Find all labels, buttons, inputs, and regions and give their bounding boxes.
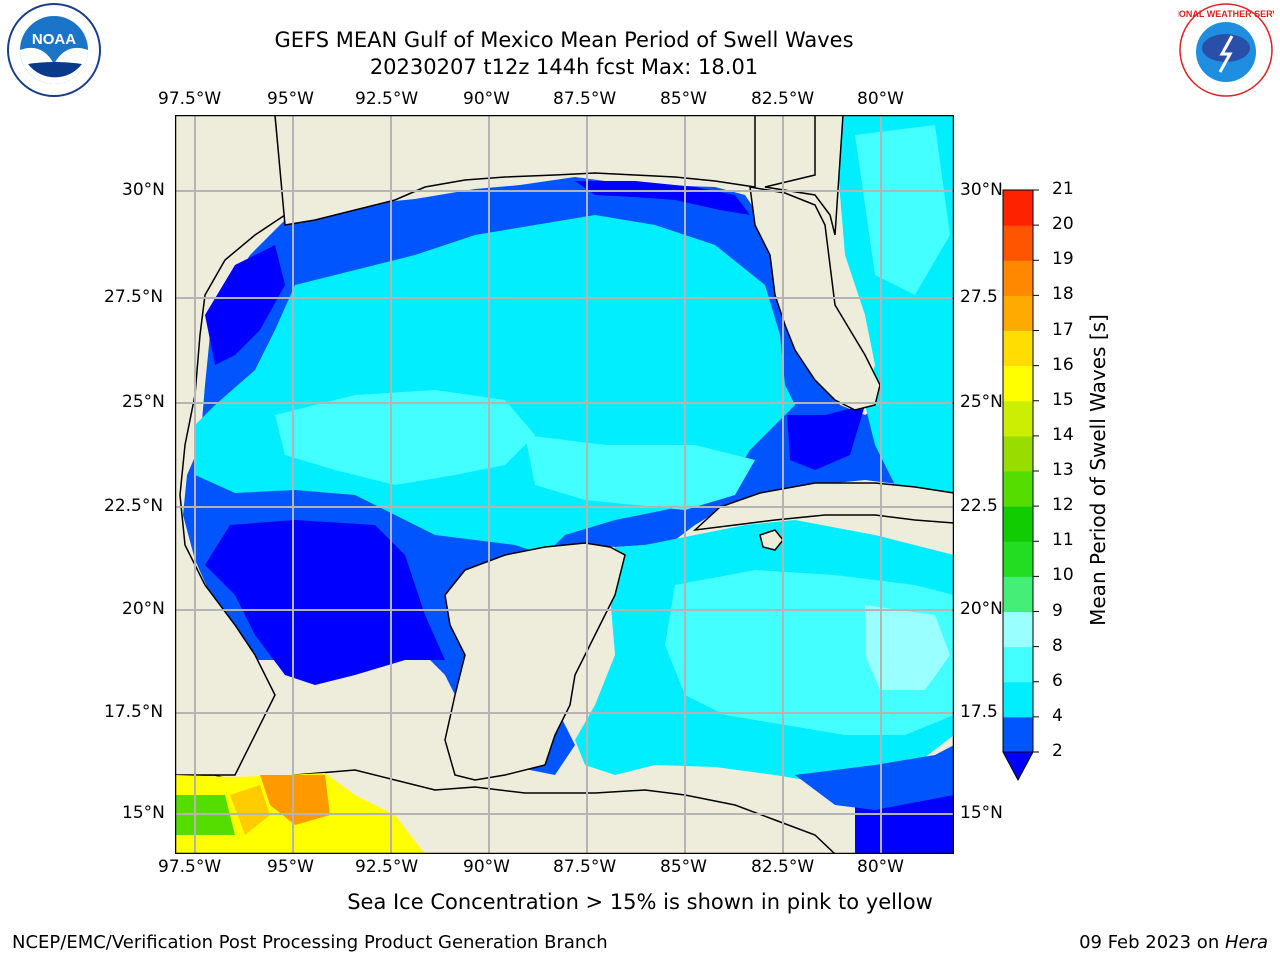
- gulf-map: [175, 115, 954, 854]
- nws-logo-text: NATIONAL WEATHER SERVICE: [1178, 9, 1274, 19]
- lat-label-left: 27.5°N: [104, 287, 164, 307]
- footer-date: 09 Feb 2023 on Hera: [1079, 932, 1268, 953]
- pacific-gold-region: [230, 785, 270, 835]
- lat-label-right: 22.5: [960, 496, 998, 516]
- colorbar-tick-label: 8: [1052, 635, 1063, 656]
- blue-caribbean-south: [795, 745, 954, 810]
- lon-label-bottom: 90°W: [463, 857, 510, 877]
- sea-ice-caption-text: Sea Ice Concentration > 15% is shown in …: [347, 890, 933, 914]
- deep-blue-fl-straits: [787, 405, 865, 470]
- florida-land: [764, 115, 844, 236]
- deep-blue-ne-shelf: [575, 181, 750, 215]
- map-title: GEFS MEAN Gulf of Mexico Mean Period of …: [274, 28, 854, 52]
- graticule: [175, 115, 954, 854]
- lat-label-left: 17.5°N: [104, 702, 164, 722]
- noaa-logo-text: NOAA: [32, 31, 76, 48]
- colorbar-label: Mean Period of Swell Waves [s]: [1086, 314, 1110, 626]
- deep-blue-nw-shelf: [205, 245, 285, 365]
- lat-label-left: 22.5°N: [104, 496, 164, 516]
- lon-label-bottom: 97.5°W: [158, 857, 222, 877]
- colorbar-segment: [1003, 260, 1033, 296]
- colorbar-tick-label: 18: [1052, 284, 1074, 305]
- very-light-cyan-patch: [865, 605, 950, 690]
- colorbar-segment: [1003, 681, 1033, 718]
- colorbar-segment: [1003, 541, 1033, 577]
- lon-label-top: 85°W: [660, 89, 707, 109]
- footer-date-text: 09 Feb 2023 on: [1079, 932, 1225, 953]
- colorbar-segment: [1003, 435, 1033, 472]
- lon-label-top: 92.5°W: [355, 89, 419, 109]
- deep-blue-bay-campeche: [205, 520, 445, 685]
- footer-branch: NCEP/EMC/Verification Post Processing Pr…: [12, 932, 608, 953]
- lat-label-right: 25°N: [960, 392, 1003, 412]
- lon-label-top: 95°W: [267, 89, 314, 109]
- colorbar-segment: [1003, 190, 1033, 226]
- footer-host: Hera: [1224, 932, 1268, 953]
- atlantic-light-patch: [855, 125, 950, 295]
- colorbar-tick-label: 10: [1052, 565, 1074, 586]
- colorbar-segment: [1003, 506, 1033, 542]
- colorbar-tick-label: 14: [1052, 424, 1074, 445]
- colorbar-tick-label: 15: [1052, 389, 1074, 410]
- lat-label-right: 30°N: [960, 180, 1003, 200]
- lat-label-left: 20°N: [122, 599, 165, 619]
- colorbar-segment: [1003, 611, 1033, 648]
- colorbar-segment: [1003, 471, 1033, 507]
- colorbar-segment: [1003, 330, 1033, 367]
- colorbar-tick-label: 13: [1052, 460, 1074, 480]
- us-gulf-coast-land: [274, 115, 756, 226]
- light-cyan-south: [525, 435, 755, 510]
- map-frame: [175, 115, 954, 854]
- colorbar-tick-label: 20: [1052, 214, 1074, 235]
- pacific-orange-region: [260, 775, 330, 825]
- lon-label-bottom: 85°W: [660, 857, 707, 877]
- lon-label-top: 87.5°W: [553, 89, 617, 109]
- colorbar: [1002, 189, 1039, 782]
- isle-of-youth: [759, 529, 784, 551]
- lon-label-top: 97.5°W: [158, 89, 222, 109]
- nws-logo: NATIONAL WEATHER SERVICE: [1159, 2, 1280, 98]
- lon-label-bottom: 80°W: [857, 857, 904, 877]
- colorbar-tick-label: 11: [1052, 530, 1074, 551]
- colorbar-tick-label: 19: [1052, 249, 1074, 270]
- lat-label-right: 27.5: [960, 287, 998, 307]
- light-cyan-central: [275, 390, 535, 485]
- lon-label-bottom: 87.5°W: [553, 857, 617, 877]
- lon-label-top: 80°W: [857, 89, 904, 109]
- colorbar-tick-label: 21: [1052, 179, 1074, 199]
- noaa-logo: NOAA: [6, 2, 102, 98]
- lat-label-right: 20°N: [960, 599, 1003, 619]
- lon-label-bottom: 95°W: [267, 857, 314, 877]
- colorbar-segment: [1003, 295, 1033, 331]
- colorbar-segment: [1003, 365, 1033, 402]
- colorbar-tick-label: 12: [1052, 495, 1074, 516]
- lon-label-top: 90°W: [463, 89, 510, 109]
- lat-label-left: 30°N: [122, 180, 165, 200]
- lat-label-left: 25°N: [122, 392, 165, 412]
- colorbar-tick-label: 16: [1052, 354, 1074, 375]
- colorbar-under-triangle: [1002, 751, 1034, 782]
- colorbar-segment: [1003, 646, 1033, 683]
- colorbar-segment: [1003, 400, 1033, 437]
- lat-label-right: 17.5: [960, 702, 998, 722]
- lon-label-bottom: 82.5°W: [751, 857, 815, 877]
- colorbar-segment: [1003, 576, 1033, 612]
- colorbar-segment: [1003, 225, 1033, 261]
- lat-label-right: 15°N: [960, 803, 1003, 823]
- colorbar-tick-label: 17: [1052, 319, 1074, 340]
- colorbar-tick-label: 2: [1052, 741, 1063, 761]
- colorbar-tick-label: 9: [1052, 600, 1063, 621]
- lat-label-left: 15°N: [122, 803, 165, 823]
- map-subtitle: 20230207 t12z 144h fcst Max: 18.01: [369, 55, 759, 79]
- colorbar-tick-label: 4: [1052, 705, 1063, 726]
- lon-label-bottom: 92.5°W: [355, 857, 419, 877]
- lon-label-top: 82.5°W: [751, 89, 815, 109]
- colorbar-tick-label: 6: [1052, 670, 1063, 691]
- sea-ice-caption: Sea Ice Concentration > 15% is shown in …: [0, 890, 1280, 914]
- colorbar-segment: [1003, 716, 1033, 753]
